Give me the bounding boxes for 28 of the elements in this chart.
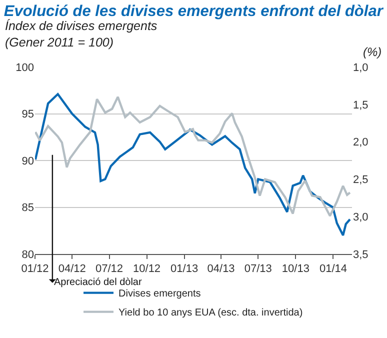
x-tick-label: 01/14: [319, 263, 347, 276]
y-tick-label: 80: [22, 248, 34, 261]
line-series: [35, 93, 352, 236]
y2-tick-label: 1,5: [353, 99, 368, 112]
x-tick-label: 04/13: [207, 263, 235, 276]
y2-axis-title: (%): [363, 45, 382, 59]
x-tick-label: 04/12: [58, 263, 86, 276]
x-tick-label: 10/13: [282, 263, 310, 276]
x-tick-label: 07/13: [244, 263, 272, 276]
x-tick-label: 01/13: [170, 263, 198, 276]
y2-tick-label: 2,0: [353, 136, 368, 149]
y2-tick-label: 2,5: [353, 174, 368, 186]
y-tick-label: 90: [22, 155, 34, 168]
y2-tick-label: 3,5: [353, 248, 368, 261]
chart-title: Evolució de les divises emergents enfront del dòlar: [4, 2, 384, 20]
y2-tick-label: 1,0: [353, 62, 368, 74]
chart-subtitle: Índex de divises emergents (Gener 2011 = 100): [5, 19, 158, 50]
y-tick-label: 95: [22, 108, 34, 121]
x-tick-label: 10/12: [133, 263, 161, 276]
legend-label: Divises emergents: [118, 288, 201, 300]
x-tick-label: 07/12: [95, 263, 124, 276]
y-tick-label: 100: [16, 62, 34, 74]
text: Apreciació del dòlar: [54, 277, 142, 288]
x-tick-label: 01/12: [21, 263, 49, 276]
legend-label: Yield bo 10 anys EUA (esc. dta. invertida): [118, 308, 303, 319]
line-series: [35, 96, 352, 217]
y-tick-label: 85: [22, 202, 34, 214]
y2-tick-label: 3,0: [353, 211, 368, 224]
